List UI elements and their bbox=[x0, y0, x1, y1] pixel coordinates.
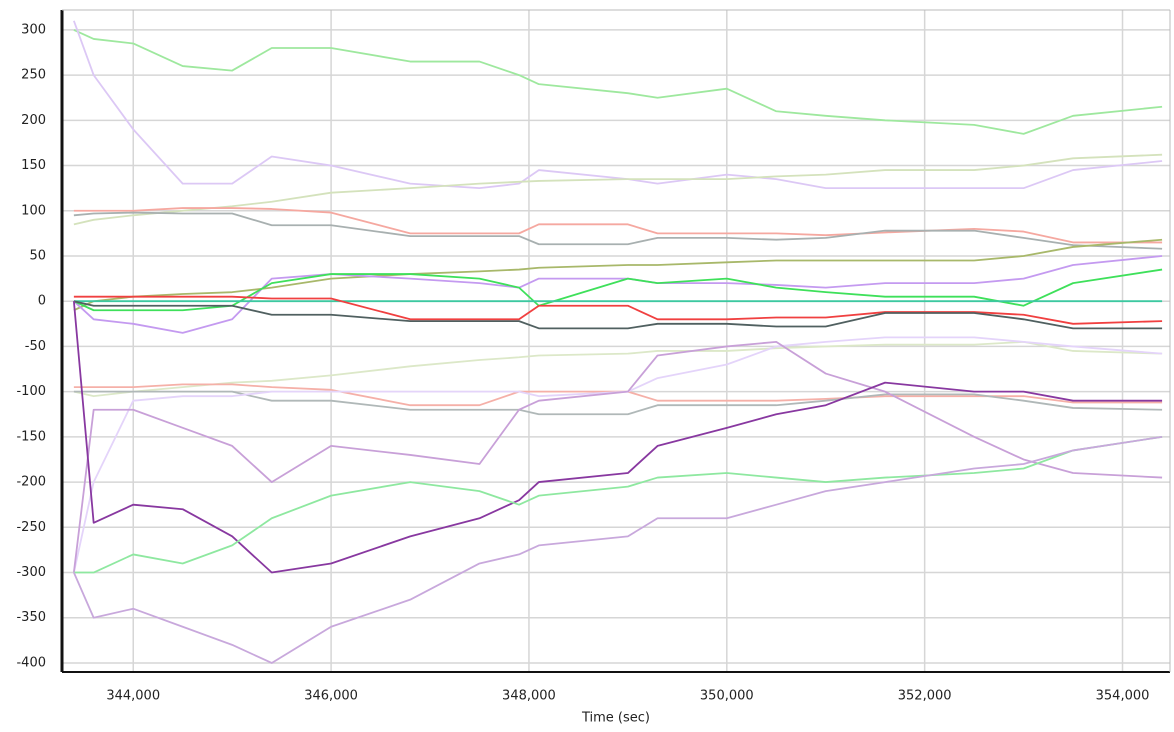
y-tick-label: -50 bbox=[25, 339, 46, 354]
y-tick-label: 250 bbox=[21, 68, 46, 83]
x-tick-label: 344,000 bbox=[106, 689, 160, 704]
x-tick-label: 348,000 bbox=[502, 689, 556, 704]
y-tick-label: 0 bbox=[38, 294, 46, 309]
data-line bbox=[72, 336, 1163, 573]
data-line bbox=[73, 390, 1163, 416]
data-line bbox=[73, 268, 1163, 312]
y-tick-label: 150 bbox=[21, 158, 46, 173]
data-line bbox=[73, 153, 1163, 226]
data-line bbox=[73, 211, 1163, 250]
data-line bbox=[72, 341, 1163, 573]
y-tick-label: 300 bbox=[21, 22, 46, 37]
x-tick-label: 352,000 bbox=[898, 689, 952, 704]
y-tick-label: -200 bbox=[16, 475, 46, 490]
data-line bbox=[72, 301, 1163, 574]
data-line bbox=[73, 435, 1163, 664]
y-tick-label: -350 bbox=[16, 610, 46, 625]
y-tick-label: -100 bbox=[16, 384, 46, 399]
y-tick-label: -400 bbox=[16, 655, 46, 670]
data-line bbox=[73, 300, 1163, 330]
data-line bbox=[73, 207, 1163, 244]
data-line bbox=[73, 295, 1163, 325]
y-tick-label: -150 bbox=[16, 429, 46, 444]
x-axis-label: Time (sec) bbox=[581, 711, 650, 726]
data-line bbox=[73, 383, 1163, 407]
y-tick-label: 200 bbox=[21, 113, 46, 128]
y-tick-label: 100 bbox=[21, 203, 46, 218]
y-tick-label: -300 bbox=[16, 565, 46, 580]
y-tick-label: -250 bbox=[16, 520, 46, 535]
x-tick-label: 346,000 bbox=[304, 689, 358, 704]
data-line bbox=[73, 238, 1163, 312]
x-tick-label: 350,000 bbox=[700, 689, 754, 704]
data-line bbox=[73, 255, 1163, 334]
y-tick-label: 50 bbox=[29, 248, 46, 263]
data-line bbox=[73, 435, 1163, 574]
x-tick-label: 354,000 bbox=[1096, 689, 1150, 704]
data-line bbox=[73, 29, 1163, 135]
data-line bbox=[73, 341, 1163, 398]
data-line bbox=[73, 20, 1163, 190]
